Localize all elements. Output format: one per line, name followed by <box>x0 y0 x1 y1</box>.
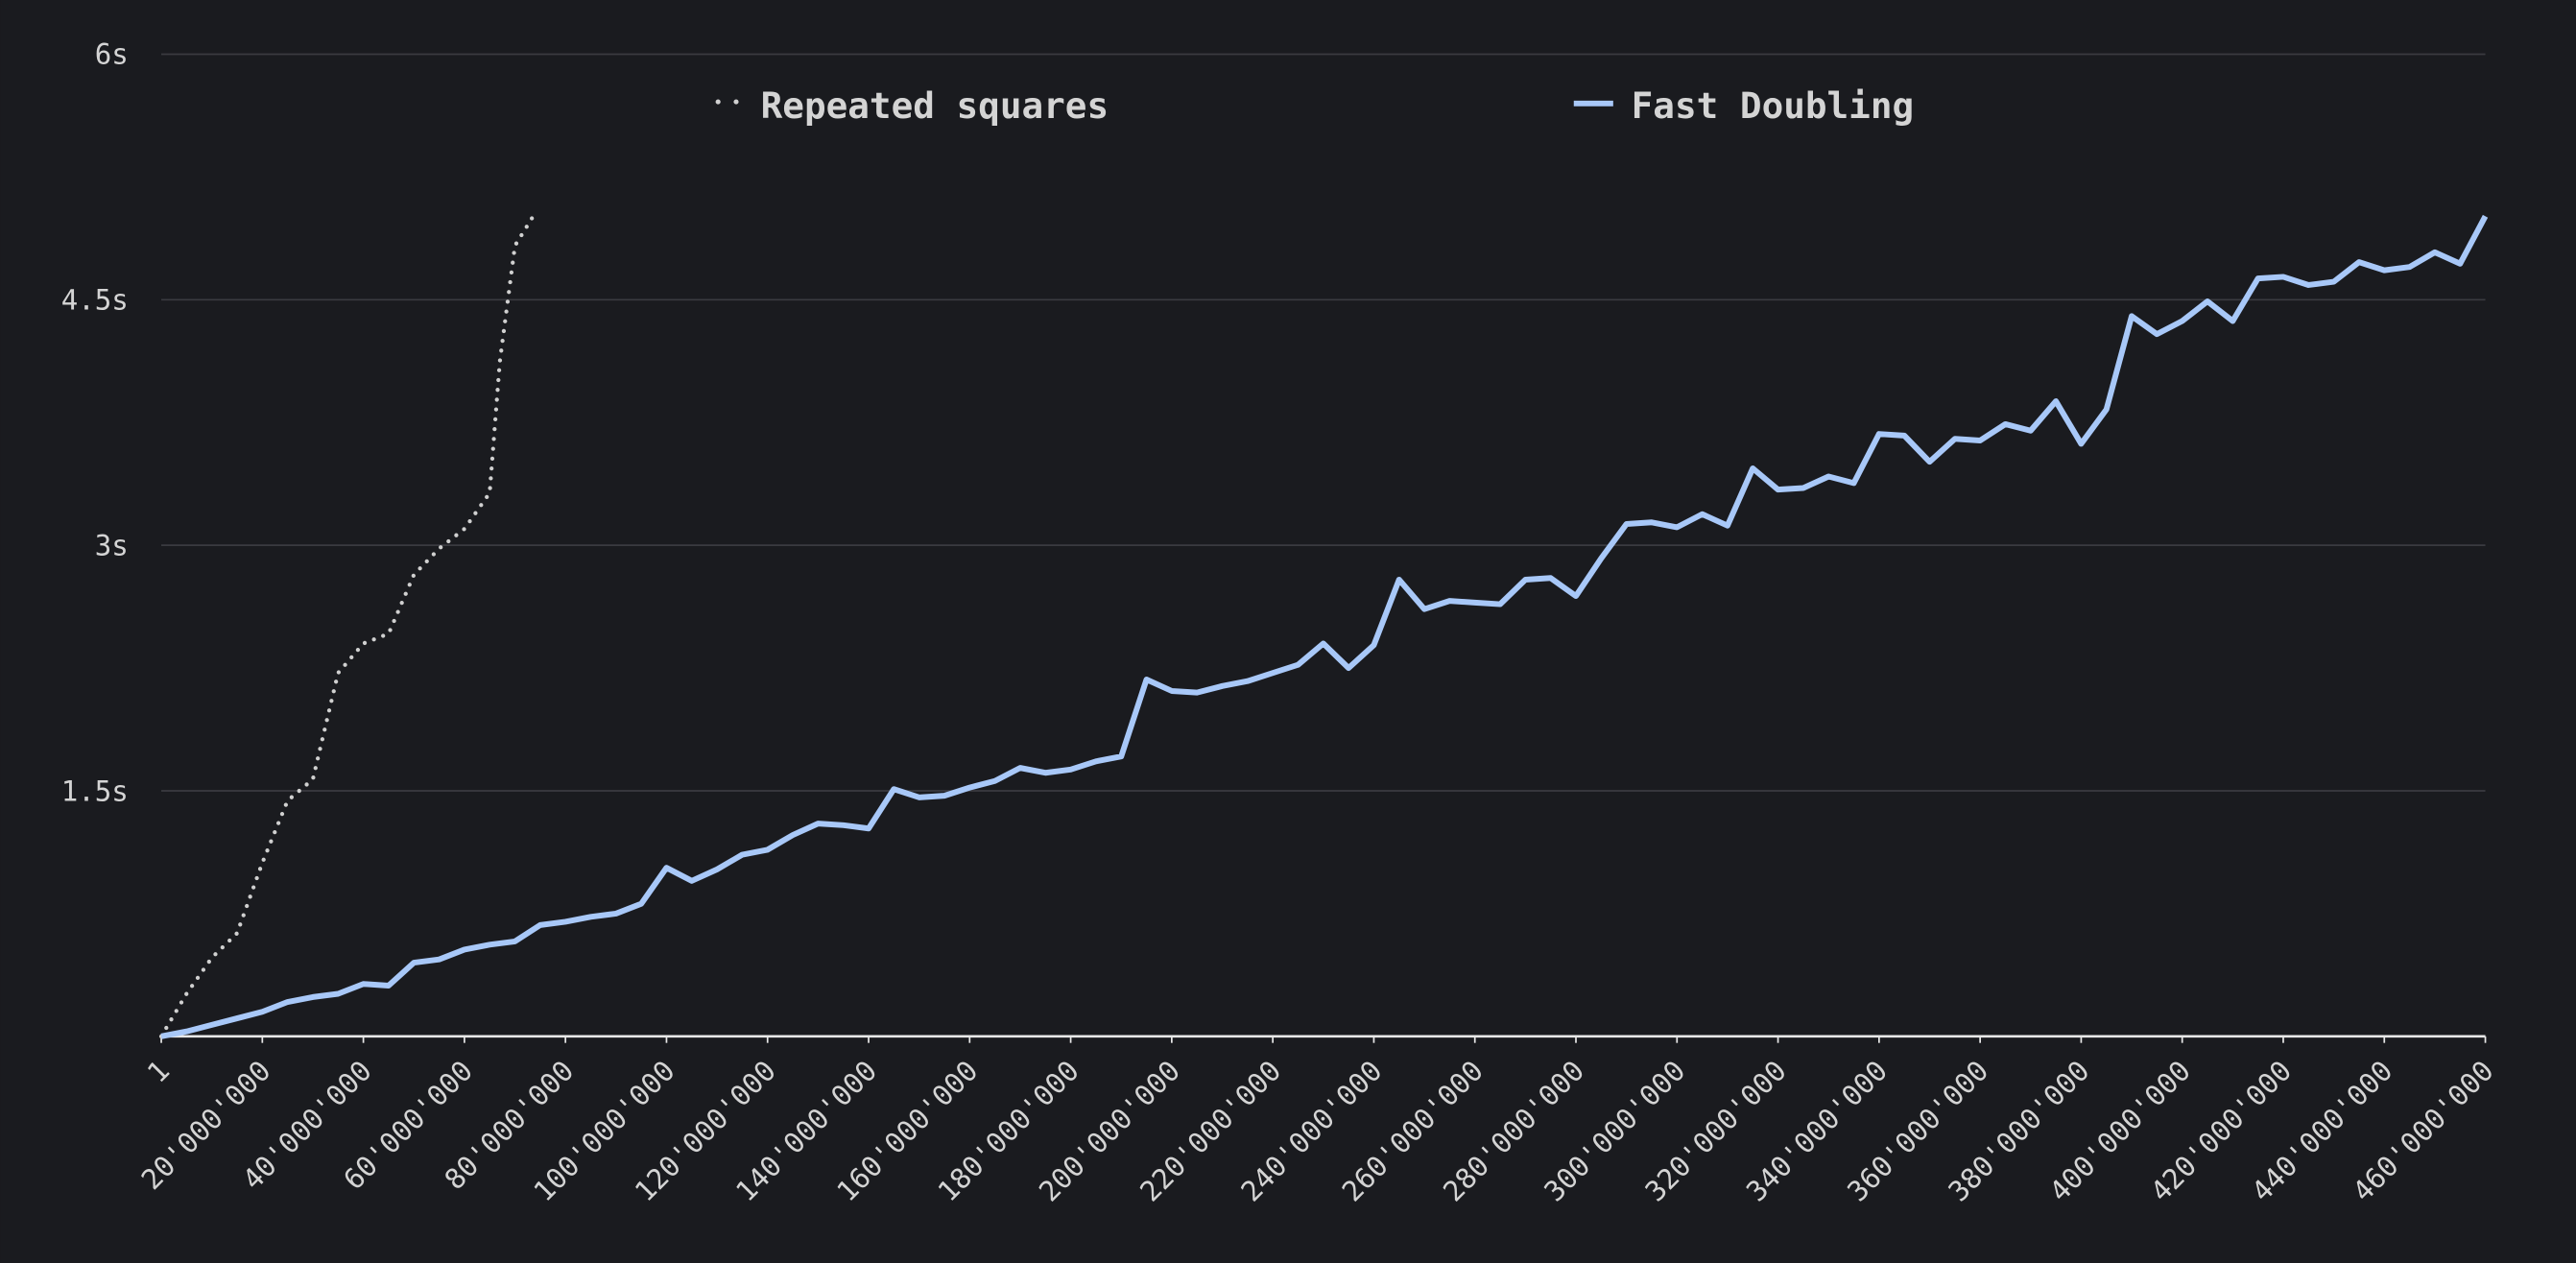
y-tick-label: 1.5s <box>61 774 129 807</box>
series-line <box>158 210 537 1038</box>
legend-label: Fast Doubling <box>1632 84 1914 127</box>
legend-marker <box>733 99 739 105</box>
legend-marker <box>715 99 721 105</box>
y-tick-label: 6s <box>95 38 129 71</box>
legend-label: Repeated squares <box>761 84 1109 127</box>
y-tick-label: 4.5s <box>61 284 129 317</box>
y-tick-label: 3s <box>95 529 129 561</box>
series-line <box>160 214 2489 1039</box>
